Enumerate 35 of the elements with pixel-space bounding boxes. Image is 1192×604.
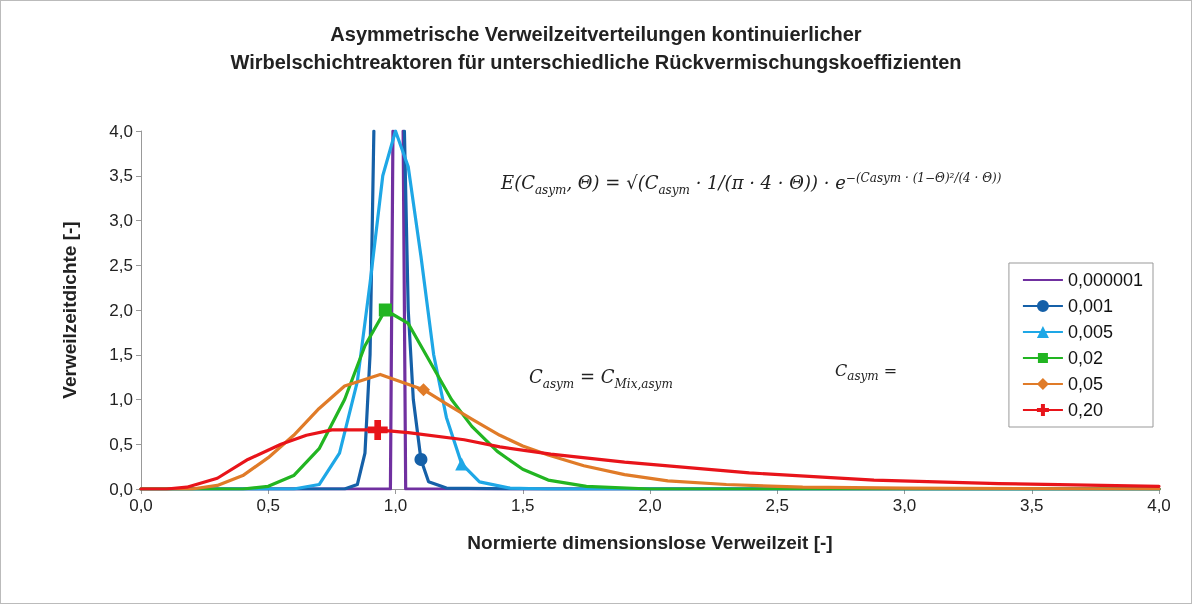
legend-label: 0,05 [1067,374,1103,394]
legend-label: 0,02 [1067,348,1103,368]
point [455,457,469,471]
x-tick-label: 1,5 [510,496,535,515]
x-tick-label: 4,0 [1147,496,1171,515]
y-tick-label: 2,0 [109,300,133,320]
y-tick-label: 4,0 [109,121,133,141]
y-tick-label: 1,5 [109,345,133,365]
x-tick-label: 3,5 [1019,496,1044,515]
chart-title: Asymmetrische Verweilzeitverteilungen kontinuierlicher Wirbelschichtreaktoren für unterschiedliche Rückvermischungskoeffizienten [230,23,962,73]
point [378,303,392,317]
x-tick-label: 0,0 [129,496,153,515]
y-tick-label: 1,0 [109,390,133,409]
x-axis-title: Normierte dimensionslose Verweilzeit [-] [467,532,833,553]
x-tick-label: 2,5 [765,496,790,515]
x-tick-label: 3,0 [892,496,917,515]
y-axis-title: Verweilzeitdichte [-] [59,221,80,399]
y-tick-label: 3,5 [109,166,133,186]
legend-label: 0,000001 [1067,270,1143,290]
annotation: C$_{asym}$ = [835,361,898,384]
x-tick-label: 0,5 [256,496,281,515]
point [416,383,430,397]
y-tick-label: 3,0 [109,211,133,230]
legend-label: 0,20 [1067,400,1103,420]
legend-label: 0,005 [1067,322,1113,342]
y-tick-label: 0,0 [109,479,133,499]
y-tick-label: 2,5 [109,255,133,275]
x-tick-label: 2,0 [638,496,662,515]
annotation: C$_{asym}$ = C$_{Mix,asym}$ [529,366,673,391]
y-tick-label: 0,5 [109,434,133,454]
point [367,419,388,440]
point [414,452,428,466]
annotation: E(C$_{asym}$, Θ) = √(C$_{asym}$ · 1/(π · 4 · Θ)) · e$^{−(Casym · (1−Θ)²/(4 · Θ))}$ [501,171,1002,197]
x-tick-label: 1,0 [383,496,408,515]
legend-label: 0,001 [1067,296,1113,316]
